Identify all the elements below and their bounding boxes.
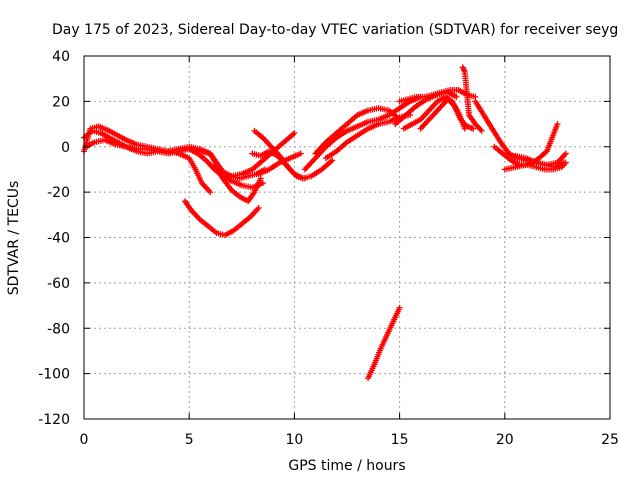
data-point: [478, 127, 485, 134]
data-point: [297, 150, 304, 157]
plot-frame: [83, 55, 611, 420]
x-tick-label: 10: [285, 432, 303, 448]
data-point: [329, 157, 336, 164]
data-point: [257, 175, 264, 182]
x-tick-label: 15: [391, 432, 409, 448]
series-track-17: [396, 87, 479, 105]
series-track-19: [417, 96, 477, 132]
series-track-7: [211, 161, 264, 205]
data-point: [396, 304, 403, 311]
grid: [84, 56, 610, 419]
data-point: [562, 159, 569, 166]
y-tick-label: -60: [47, 276, 70, 292]
data-point: [255, 205, 262, 212]
data-point: [207, 189, 214, 196]
x-tick-label: 25: [601, 432, 619, 448]
series-track-4: [165, 143, 268, 182]
chart-title: Day 175 of 2023, Sidereal Day-to-day VTE…: [52, 22, 618, 38]
data-point: [562, 150, 569, 157]
y-tick-label: 40: [52, 49, 70, 65]
series-track-20: [459, 64, 485, 134]
series-track-12: [301, 93, 424, 173]
x-tick-label: 5: [185, 432, 194, 448]
series-track-15: [365, 304, 403, 382]
data-point: [301, 175, 308, 182]
data-point: [453, 93, 460, 100]
series-track-14: [322, 111, 414, 162]
series-track-6: [181, 198, 262, 239]
y-tick-label: -120: [38, 412, 70, 428]
y-tick-label: -100: [38, 367, 70, 383]
series-track-10: [251, 127, 308, 182]
x-axis-label: GPS time / hours: [288, 458, 405, 474]
y-tick-label: 20: [52, 94, 70, 110]
series-track-11: [255, 150, 304, 177]
y-tick-label: -20: [47, 185, 70, 201]
data-point: [554, 121, 561, 128]
x-tick-label: 20: [496, 432, 514, 448]
series-track-23: [501, 121, 561, 173]
y-tick-label: 0: [61, 140, 70, 156]
y-tick-label: -80: [47, 321, 70, 337]
data-marks: [81, 64, 569, 382]
y-tick-label: -40: [47, 231, 70, 247]
x-tick-label: 0: [80, 432, 89, 448]
data-point: [470, 125, 477, 132]
series-track-24: [512, 150, 569, 168]
y-axis-label: SDTVAR / TECUs: [6, 181, 22, 296]
axis-ticks: 0 5 10 15 20 25 -120 -100 -80 -60 -40 -20 0 20 40: [38, 49, 619, 448]
data-point: [291, 130, 298, 137]
